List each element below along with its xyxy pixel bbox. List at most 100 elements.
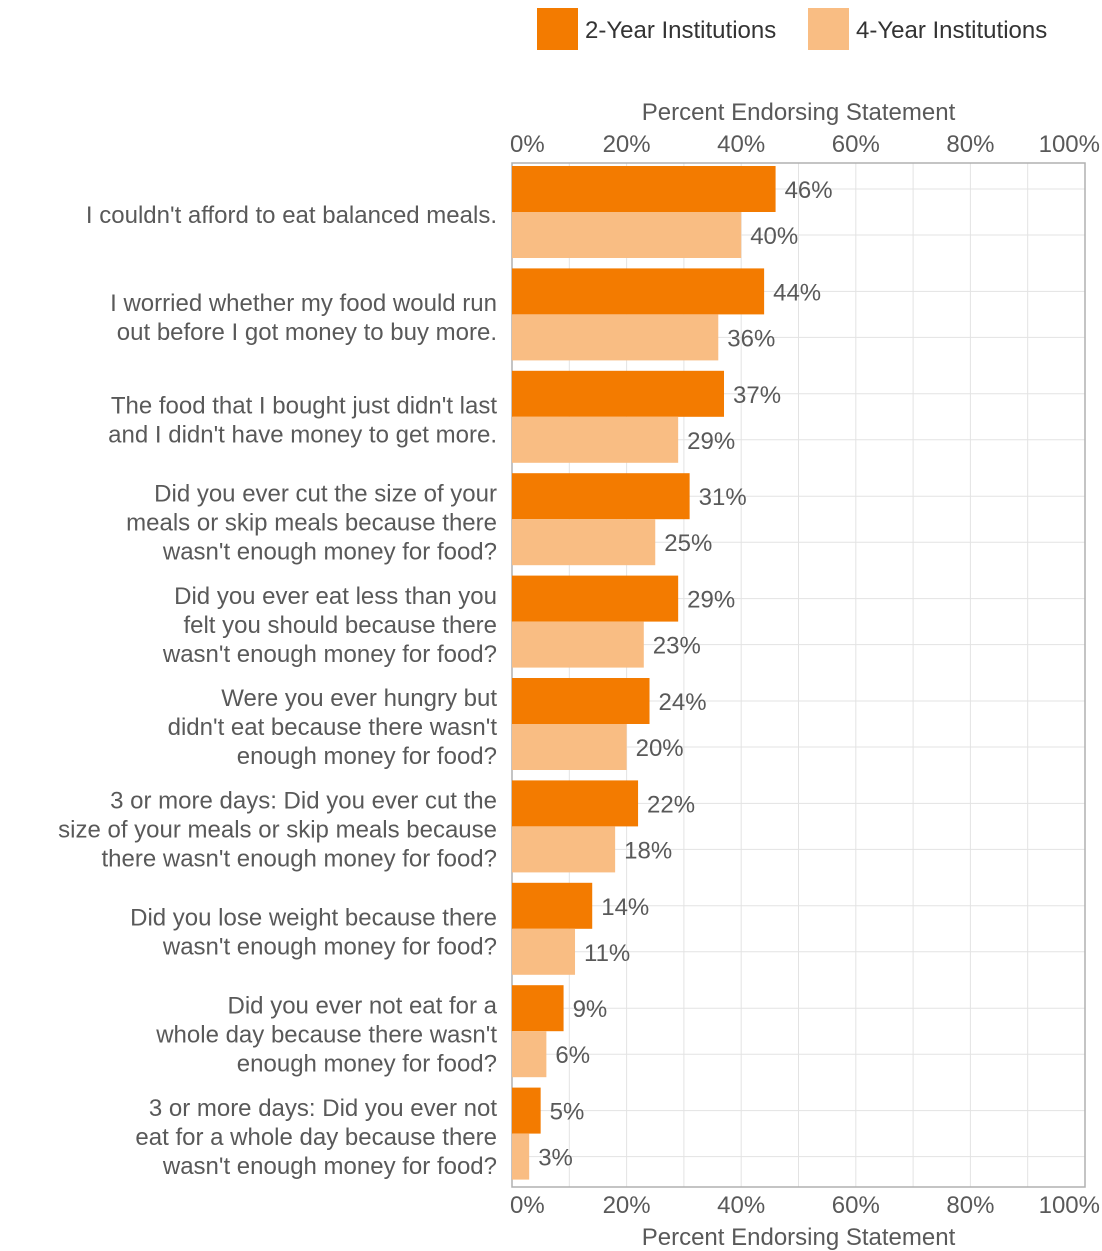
x-tick-label-top: 60%	[832, 131, 880, 158]
category-label-line: Did you ever not eat for a	[228, 992, 498, 1019]
x-tick-label-bottom: 0%	[510, 1192, 545, 1219]
category-label-line: wasn't enough money for food?	[162, 1153, 497, 1180]
category-label: Were you ever hungry but didn't eat becau…	[168, 685, 498, 770]
bar-4-year	[512, 212, 742, 258]
category-label: I worried whether my food would run out b…	[110, 290, 497, 346]
category-label-line: didn't eat because there wasn't	[168, 714, 498, 741]
x-tick-label-bottom: 40%	[717, 1192, 765, 1219]
legend-4-year-label: 4-Year Institutions	[856, 17, 1047, 44]
x-tick-label-top: 40%	[717, 131, 765, 158]
bar-2-year	[512, 780, 639, 827]
x-tick-label-bottom: 20%	[603, 1192, 651, 1219]
data-label: 5%	[550, 1099, 585, 1126]
legend-2-year-swatch	[537, 8, 578, 50]
data-label: 44%	[773, 279, 821, 306]
category-label-line: 3 or more days: Did you ever not	[149, 1095, 497, 1122]
x-tick-label-top: 0%	[510, 131, 545, 158]
x-tick-label-top: 100%	[1039, 131, 1100, 158]
x-tick-label-top: 80%	[946, 131, 994, 158]
data-label: 29%	[687, 428, 735, 455]
x-tick-label-bottom: 80%	[946, 1192, 994, 1219]
category-labels: I couldn't afford to eat balanced meals.…	[58, 202, 498, 1180]
data-label: 29%	[687, 587, 735, 614]
plot-border	[511, 162, 1086, 1188]
data-label: 9%	[573, 996, 608, 1023]
bar-2-year	[512, 1087, 541, 1134]
bar-4-year	[512, 1031, 547, 1078]
category-label-line: I worried whether my food would run	[110, 290, 497, 317]
category-label: Did you lose weight because there wasn't …	[130, 905, 497, 961]
x-tick-label-top: 20%	[603, 131, 651, 158]
data-label: 24%	[659, 689, 707, 716]
category-label: 3 or more days: Did you ever cut the size…	[58, 788, 497, 873]
x-axis-label-bottom: Percent Endorsing Statement	[642, 1224, 956, 1251]
category-label-line: and I didn't have money to get more.	[108, 422, 497, 449]
bar-4-year	[512, 416, 679, 463]
data-label: 20%	[636, 735, 684, 762]
category-label-line: there wasn't enough money for food?	[101, 846, 497, 873]
data-label: 40%	[750, 223, 798, 250]
plot-area: 46% 44% 37% 31% 29% 24% 22% 14% 9% 5% 40% 36% 29% 25%…	[511, 162, 1086, 1188]
x-axis-label-top: Percent Endorsing Statement	[642, 99, 956, 126]
category-label-line: felt you should because there	[183, 612, 497, 639]
data-label: 25%	[664, 530, 712, 557]
category-label-line: enough money for food?	[237, 1050, 497, 1077]
bar-2-year	[512, 473, 690, 520]
data-label: 37%	[733, 382, 781, 409]
data-label: 11%	[584, 940, 630, 967]
x-axis-top-ticks: 0% 20% 40% 60% 80% 100%	[510, 131, 1100, 158]
bar-2-year	[512, 166, 776, 212]
bar-4-year	[512, 724, 627, 770]
data-label: 3%	[538, 1145, 573, 1172]
category-label: I couldn't afford to eat balanced meals.	[86, 202, 497, 229]
legend-2-year-label: 2-Year Institutions	[585, 17, 776, 44]
x-axis-bottom-ticks: 0% 20% 40% 60% 80% 100%	[510, 1192, 1100, 1219]
category-label: Did you ever eat less than you felt you s…	[162, 583, 497, 668]
category-label-line: out before I got money to buy more.	[117, 319, 497, 346]
data-label: 18%	[624, 837, 672, 864]
category-label: The food that I bought just didn't last a…	[108, 393, 497, 449]
category-label-line: meals or skip meals because there	[126, 509, 497, 536]
category-label-line: I couldn't afford to eat balanced meals.	[86, 202, 497, 229]
category-label-line: whole day because there wasn't	[155, 1021, 497, 1048]
category-label-line: enough money for food?	[237, 743, 497, 770]
category-label-line: The food that I bought just didn't last	[111, 393, 498, 420]
bar-4-year	[512, 621, 644, 668]
bar-4-year	[512, 519, 656, 566]
category-label: 3 or more days: Did you ever not eat for …	[135, 1095, 497, 1180]
bar-4-year	[512, 1133, 530, 1180]
category-label-line: wasn't enough money for food?	[162, 641, 497, 668]
bar-2-year	[512, 268, 765, 315]
x-tick-label-bottom: 60%	[832, 1192, 880, 1219]
category-label-line: wasn't enough money for food?	[162, 934, 497, 961]
category-label-line: Did you ever cut the size of your	[154, 480, 497, 507]
category-label-line: Were you ever hungry but	[221, 685, 497, 712]
data-label: 31%	[699, 484, 747, 511]
bar-2-year	[512, 370, 725, 417]
bar-4-year	[512, 826, 616, 873]
category-label-line: Did you ever eat less than you	[174, 583, 497, 610]
category-label-line: 3 or more days: Did you ever cut the	[110, 788, 497, 815]
data-label: 14%	[601, 894, 649, 921]
bar-2-year	[512, 985, 564, 1032]
bar-2-year	[512, 678, 650, 724]
x-tick-label-bottom: 100%	[1039, 1192, 1100, 1219]
category-label: Did you ever cut the size of your meals o…	[126, 480, 497, 565]
legend-4-year-swatch	[808, 8, 849, 50]
bar-2-year	[512, 882, 593, 929]
category-label-line: Did you lose weight because there	[130, 905, 497, 932]
bar-4-year	[512, 928, 576, 975]
bar-4-year	[512, 314, 719, 361]
data-label: 22%	[647, 791, 695, 818]
category-label: Did you ever not eat for a whole day beca…	[155, 992, 497, 1077]
category-label-line: wasn't enough money for food?	[162, 538, 497, 565]
legend: 2-Year Institutions 4-Year Institutions	[537, 8, 1047, 50]
bar-2-year	[512, 575, 679, 622]
category-label-line: eat for a whole day because there	[135, 1124, 497, 1151]
data-label: 46%	[785, 177, 833, 204]
data-label: 36%	[727, 325, 775, 352]
category-label-line: size of your meals or skip meals because	[58, 817, 497, 844]
data-label: 23%	[653, 633, 701, 660]
data-label: 6%	[555, 1042, 590, 1069]
